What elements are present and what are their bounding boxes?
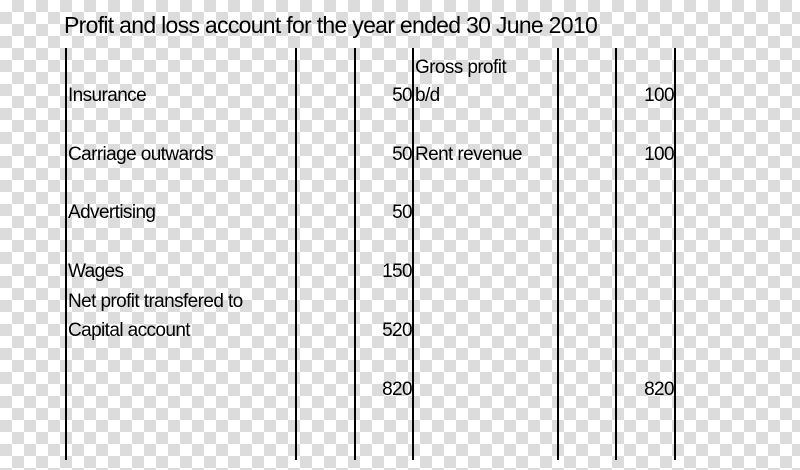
column-divider bbox=[615, 48, 617, 460]
column-divider bbox=[354, 48, 356, 460]
debit-amount: 50 bbox=[392, 144, 413, 165]
column-divider bbox=[674, 48, 676, 460]
credit-total: 820 bbox=[644, 379, 675, 400]
credit-label: b/d bbox=[415, 85, 440, 106]
debit-label: Net profit transfered to bbox=[68, 291, 243, 312]
credit-label: Gross profit bbox=[415, 57, 507, 78]
credit-label: Rent revenue bbox=[415, 144, 522, 165]
debit-amount: 150 bbox=[382, 261, 413, 282]
debit-amount: 520 bbox=[382, 320, 413, 341]
debit-label: Wages bbox=[68, 261, 124, 282]
credit-amount: 100 bbox=[644, 85, 675, 106]
debit-label: Carriage outwards bbox=[68, 144, 214, 165]
page-title: Profit and loss account for the year end… bbox=[64, 12, 598, 38]
column-divider bbox=[295, 48, 297, 460]
debit-label: Capital account bbox=[68, 320, 191, 341]
debit-amount: 50 bbox=[392, 85, 413, 106]
debit-label: Advertising bbox=[68, 202, 156, 223]
column-divider bbox=[557, 48, 559, 460]
debit-total: 820 bbox=[382, 379, 413, 400]
credit-amount: 100 bbox=[644, 144, 675, 165]
column-divider bbox=[412, 48, 414, 460]
column-divider bbox=[65, 48, 67, 460]
debit-amount: 50 bbox=[392, 202, 413, 223]
debit-label: Insurance bbox=[68, 85, 147, 106]
